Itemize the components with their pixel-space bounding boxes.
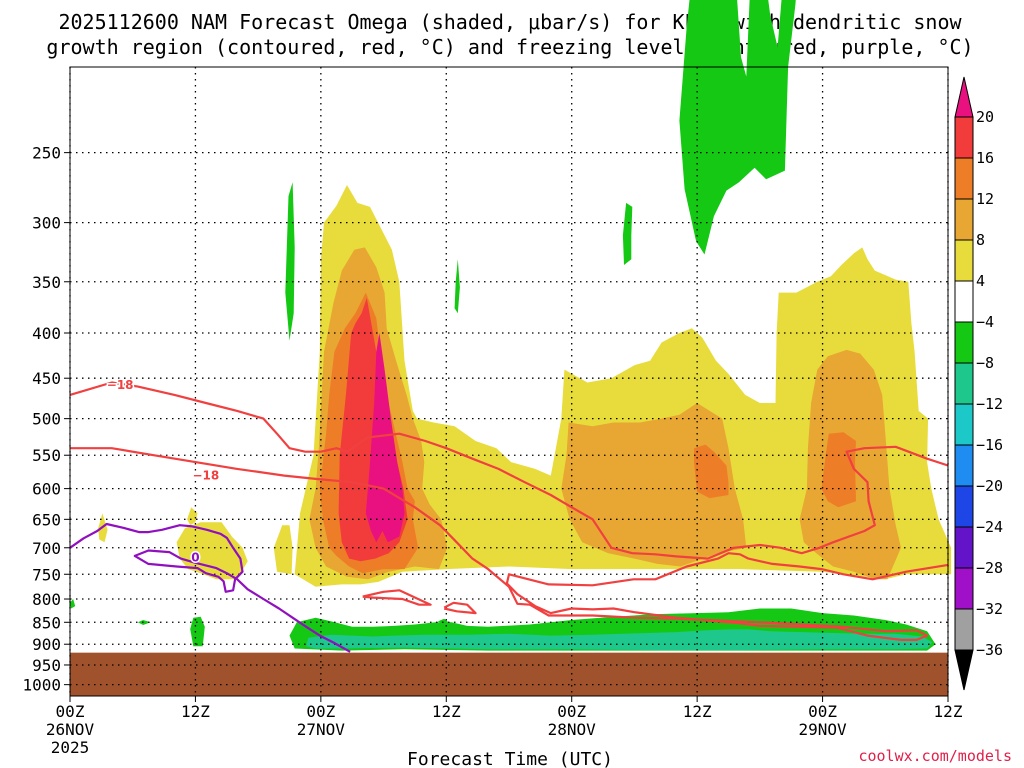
colorbar-label-13: −36	[976, 641, 1003, 659]
omega-region-21	[70, 599, 76, 609]
colorbar-swatch-2	[954, 198, 974, 241]
x-tick-label-bot-0: 2025	[51, 738, 90, 757]
y-tick-label-550: 550	[32, 446, 61, 465]
colorbar-swatch-5	[954, 321, 974, 364]
contour-line-0	[69, 381, 949, 560]
x-tick-label-top-36: 12Z	[432, 702, 461, 721]
contour-line-2	[362, 589, 432, 606]
colorbar: 20 16 12 8 4 −4 −8 −12 −16 −20 −24 −28 −32 −36	[954, 76, 1003, 691]
colorbar-top-arrow	[954, 76, 974, 118]
x-tick-label-top-72: 00Z	[808, 702, 837, 721]
y-tick-label-250: 250	[32, 144, 61, 163]
ground-terrain	[70, 652, 948, 696]
y-tick-label-800: 800	[32, 590, 61, 609]
x-tick-label-mid-24: 27NOV	[297, 720, 346, 739]
grid-layer	[69, 67, 949, 696]
colorbar-label-6: −8	[976, 354, 994, 372]
omega-region-15	[679, 0, 796, 255]
y-tick-label-750: 750	[32, 565, 61, 584]
y-tick-label-700: 700	[32, 539, 61, 558]
x-tick-label-top-48: 00Z	[557, 702, 586, 721]
x-tick-label-top-12: 12Z	[181, 702, 210, 721]
colorbar-label-9: −20	[976, 477, 1003, 495]
contour-label-4: 0	[191, 551, 199, 565]
colorbar-label-12: −32	[976, 600, 1003, 618]
colorbar-label-5: −4	[976, 313, 994, 331]
y-tick-label-300: 300	[32, 214, 61, 233]
omega-region-12	[365, 333, 405, 543]
omega-region-14	[306, 629, 933, 651]
contour-line-4	[69, 522, 351, 653]
colorbar-swatch-3	[954, 239, 974, 282]
colorbar-swatch-4	[954, 280, 974, 323]
colorbar-bottom-arrow	[954, 649, 974, 691]
x-tick-label-mid-48: 28NOV	[548, 720, 597, 739]
y-tick-label-850: 850	[32, 613, 61, 632]
colorbar-label-8: −16	[976, 436, 1003, 454]
contour-label-0: −18	[107, 378, 134, 392]
colorbar-swatch-12	[954, 608, 974, 651]
omega-region-3	[273, 525, 293, 575]
omega-region-17	[285, 182, 295, 341]
x-tick-label-top-84: 12Z	[934, 702, 963, 721]
omega-shading-layer	[70, 0, 952, 651]
colorbar-swatch-9	[954, 485, 974, 528]
omega-region-16	[622, 202, 633, 265]
x-tick-label-top-60: 12Z	[683, 702, 712, 721]
chart-title-line1: 2025112600 NAM Forecast Omega (shaded, μ…	[58, 10, 962, 34]
omega-region-1	[176, 522, 248, 580]
omega-region-0	[294, 185, 952, 587]
colorbar-swatch-11	[954, 567, 974, 610]
colorbar-swatch-7	[954, 403, 974, 446]
y-axis: 250 300 350 400 450 500 550 600 650 700 750 800 850 9…	[22, 144, 70, 695]
x-tick-label-top-24: 00Z	[306, 702, 335, 721]
omega-region-2	[187, 507, 198, 526]
x-tick-label-mid-0: 26NOV	[46, 720, 95, 739]
contour-line-3	[443, 601, 477, 615]
y-tick-label-900: 900	[32, 635, 61, 654]
colorbar-swatch-10	[954, 526, 974, 569]
plot-frame	[69, 66, 949, 697]
x-axis-label: Forecast Time (UTC)	[407, 749, 613, 768]
y-tick-label-600: 600	[32, 480, 61, 499]
y-tick-label-650: 650	[32, 510, 61, 529]
colorbar-label-3: 8	[976, 231, 985, 249]
colorbar-swatch-8	[954, 444, 974, 487]
colorbar-label-4: 4	[976, 272, 985, 290]
colorbar-swatch-1	[954, 157, 974, 200]
omega-region-9	[694, 444, 729, 499]
contour-layer: −18 −18 0	[69, 376, 949, 653]
contour-line-1	[70, 447, 949, 642]
y-tick-label-500: 500	[32, 410, 61, 429]
colorbar-label-10: −24	[976, 518, 1003, 536]
y-tick-label-950: 950	[32, 656, 61, 675]
colorbar-label-0: 20	[976, 108, 994, 126]
y-tick-label-450: 450	[32, 369, 61, 388]
omega-region-18	[454, 259, 460, 314]
y-tick-label-350: 350	[32, 273, 61, 292]
omega-region-20	[137, 620, 151, 625]
colorbar-label-7: −12	[976, 395, 1003, 413]
chart-title-line2: growth region (contoured, red, °C) and f…	[46, 35, 973, 59]
y-tick-label-1000: 1000	[22, 676, 61, 695]
omega-region-6	[561, 403, 747, 567]
colorbar-label-11: −28	[976, 559, 1003, 577]
x-tick-label-mid-72: 29NOV	[798, 720, 847, 739]
x-tick-label-top-0: 00Z	[56, 702, 85, 721]
colorbar-swatch-0	[954, 116, 974, 159]
credit-text: coolwx.com/models	[858, 747, 1012, 765]
colorbar-swatch-6	[954, 362, 974, 405]
colorbar-label-2: 12	[976, 190, 994, 208]
colorbar-label-1: 16	[976, 149, 994, 167]
contour-label-1: −18	[192, 469, 219, 483]
y-tick-label-400: 400	[32, 324, 61, 343]
omega-region-19	[190, 616, 205, 647]
omega-region-22	[437, 618, 449, 624]
